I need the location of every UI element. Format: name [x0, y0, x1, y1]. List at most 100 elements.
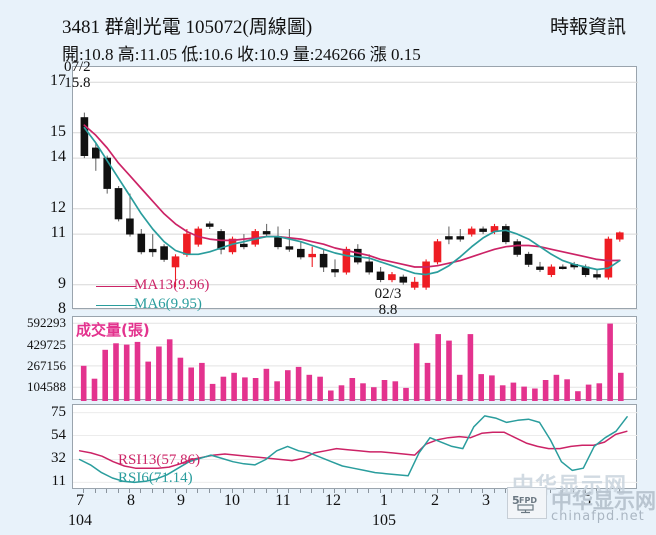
quote-summary: 開:10.8 高:11.05 低:10.6 收:10.9 量:246266 漲 …: [62, 45, 421, 64]
x-axis-tick: [94, 489, 96, 493]
x-tick-year-104: 104: [68, 512, 92, 529]
x-axis-tick: [561, 489, 563, 493]
x-axis-tick: [277, 489, 278, 493]
x-axis-tick: [208, 489, 210, 493]
volume-chart-panel: [72, 316, 638, 401]
x-axis-tick: [163, 489, 165, 493]
rsi-y-tick: 75: [51, 404, 66, 420]
x-tick-month-1: 1: [380, 492, 388, 509]
x-axis-tick: [493, 489, 495, 493]
svg-text:FPD: FPD: [519, 496, 537, 505]
x-axis-tick: [596, 489, 597, 493]
rsi-y-tick: 54: [51, 427, 66, 443]
ma6-legend-swatch: [96, 305, 136, 306]
x-tick-year-105: 105: [372, 512, 396, 529]
x-axis-tick: [242, 489, 244, 493]
price-y-tick: 17: [50, 72, 66, 89]
low-date: 02/3: [374, 286, 402, 302]
ma13-legend-label: MA13(9.96): [134, 277, 210, 293]
price-y-tick: 8: [58, 300, 66, 317]
rsi-y-tick: 11: [51, 473, 66, 489]
price-chart-panel: [72, 66, 638, 310]
x-axis-tick: [254, 489, 256, 493]
x-axis-tick: [584, 489, 586, 493]
volume-y-tick: 104588: [27, 379, 66, 394]
candlestick-plot: [73, 81, 638, 310]
x-axis-tick: [129, 489, 130, 493]
rsi-plot: [73, 412, 638, 484]
x-tick-month-7: 7: [76, 492, 84, 509]
x-tick-month-5: 5: [583, 492, 591, 509]
x-axis-tick: [368, 489, 370, 493]
x-axis-tick: [391, 489, 392, 493]
ma6-legend-label: MA6(9.95): [134, 296, 202, 312]
volume-plot: [73, 322, 638, 401]
x-axis-tick: [379, 489, 381, 493]
x-tick-month-9: 9: [177, 492, 185, 509]
x-tick-month-8: 8: [127, 492, 135, 509]
volume-y-tick: 592293: [27, 315, 66, 330]
x-axis-tick: [504, 489, 506, 493]
volume-legend-label: 成交量(張): [76, 321, 150, 339]
rsi-chart-panel: [72, 404, 638, 489]
high-annotation: 07/2 15.8: [64, 59, 91, 92]
x-tick-month-12: 12: [325, 492, 341, 509]
fpd-logo-icon: 5 FPD: [507, 487, 547, 519]
x-axis-tick: [607, 489, 609, 493]
svg-text:5: 5: [512, 494, 520, 507]
x-axis-tick: [618, 489, 620, 493]
x-axis-tick: [299, 489, 301, 493]
x-axis-tick: [447, 489, 449, 493]
volume-y-tick: 429725: [27, 337, 66, 352]
data-source-label: 時報資訊: [549, 17, 626, 38]
low-annotation: 02/3 8.8: [360, 286, 416, 319]
page-title: 3481 群創光電 105072(周線圖): [62, 17, 313, 38]
x-axis-tick: [151, 489, 153, 493]
high-date: 07/2: [64, 59, 91, 75]
price-y-tick: 11: [50, 224, 66, 241]
x-axis-tick: [311, 489, 313, 493]
x-axis-tick: [117, 489, 119, 493]
price-y-tick: 9: [58, 275, 66, 292]
x-axis-tick: [174, 489, 176, 493]
x-tick-month-10: 10: [224, 492, 240, 509]
volume-y-tick: 267156: [27, 358, 66, 373]
x-axis-tick: [322, 489, 324, 493]
x-axis-tick: [334, 489, 335, 493]
x-axis-tick: [140, 489, 142, 493]
x-tick-month-11: 11: [275, 492, 291, 509]
x-axis-tick: [185, 489, 187, 493]
x-axis-tick: [459, 489, 461, 493]
ma13-legend-swatch: [96, 286, 136, 287]
rsi-y-tick: 32: [51, 450, 66, 466]
watermark-url: chinafpd.net: [551, 509, 645, 524]
x-axis-tick: [288, 489, 290, 493]
x-axis-tick: [106, 489, 108, 493]
x-axis-tick: [356, 489, 358, 493]
price-y-tick: 14: [50, 148, 66, 165]
price-y-tick: 15: [50, 123, 66, 140]
x-axis-tick: [573, 489, 575, 493]
x-axis-tick: [345, 489, 347, 493]
x-axis-tick: [482, 489, 484, 493]
x-tick-month-3: 3: [482, 492, 490, 509]
x-axis-tick: [220, 489, 222, 493]
x-axis-tick: [265, 489, 267, 493]
x-axis-tick: [470, 489, 472, 493]
x-axis-tick: [402, 489, 404, 493]
rsi6-legend-label: RSI6(71.14): [118, 470, 193, 486]
x-axis-tick: [550, 489, 552, 493]
x-axis-tick: [413, 489, 415, 493]
rsi13-legend-label: RSI13(57.86): [118, 452, 201, 468]
low-value: 8.8: [378, 301, 398, 318]
price-y-tick: 12: [50, 199, 66, 216]
x-axis-tick: [197, 489, 199, 493]
x-axis-tick: [425, 489, 427, 493]
x-axis-tick: [231, 489, 233, 493]
high-value: 15.8: [64, 74, 91, 91]
x-tick-month-2: 2: [431, 492, 439, 509]
x-axis-tick: [436, 489, 438, 493]
x-axis-tick: [83, 489, 85, 493]
watermark-brand: 中华显示网: [551, 489, 656, 513]
